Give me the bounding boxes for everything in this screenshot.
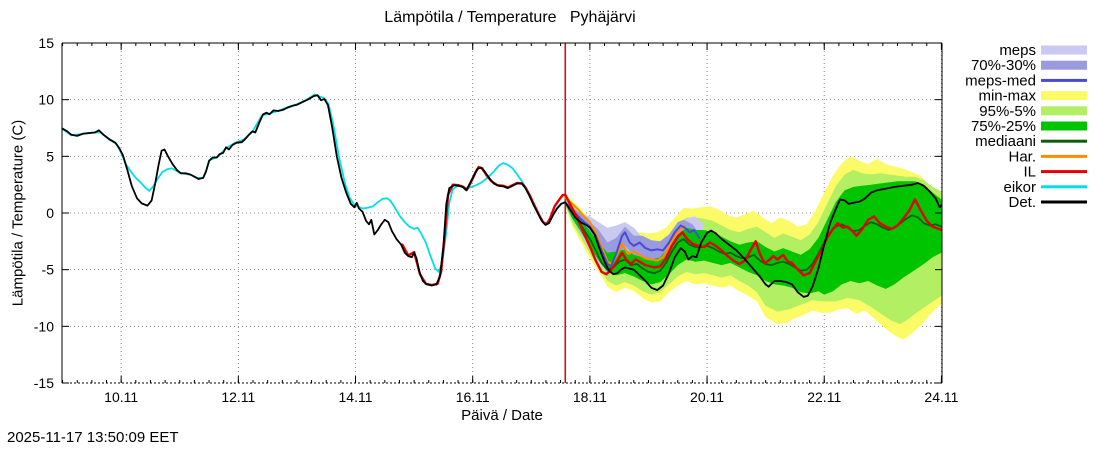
line-det- xyxy=(62,94,942,298)
y-tick-label: -5 xyxy=(42,262,55,278)
x-tick-label: 14.11 xyxy=(339,389,373,405)
legend-label-meps-med: meps-med xyxy=(965,72,1036,89)
legend-label-det: Det. xyxy=(1008,194,1036,211)
y-tick-label: 10 xyxy=(38,92,54,108)
x-tick-label: 24.11 xyxy=(924,389,958,405)
legend-label-meps: meps xyxy=(999,42,1036,59)
legend-swatch-det xyxy=(1041,200,1087,204)
legend-label-mediaani: mediaani xyxy=(975,133,1036,150)
x-axis-label: Päivä / Date xyxy=(461,407,543,424)
legend-swatch-75-25 xyxy=(1041,121,1087,131)
legend-label-min-max: min-max xyxy=(978,88,1036,105)
y-tick-label: 0 xyxy=(46,205,54,221)
y-tick-label: -10 xyxy=(34,318,54,334)
legend-swatch-eikor xyxy=(1041,185,1087,189)
legend-label-eikor: eikor xyxy=(1003,179,1036,196)
legend-label-70-30: 70%-30% xyxy=(971,57,1036,74)
y-tick-label: 5 xyxy=(46,148,54,164)
legend-swatch-70-30 xyxy=(1041,60,1087,70)
x-tick-label: 10.11 xyxy=(104,389,138,405)
legend-label-95-5: 95%-5% xyxy=(979,103,1036,120)
legend-label-har: Har. xyxy=(1008,148,1036,165)
chart-title: Lämpötila / Temperature Pyhäjärvi xyxy=(384,9,636,26)
legend-swatch-95-5 xyxy=(1041,106,1087,116)
y-tick-label: 15 xyxy=(38,35,54,51)
legend-label-75-25: 75%-25% xyxy=(971,118,1036,135)
x-tick-label: 20.11 xyxy=(690,389,724,405)
x-tick-label: 22.11 xyxy=(807,389,841,405)
y-tick-label: -15 xyxy=(34,375,54,391)
line-har- xyxy=(564,196,686,266)
line-eikor xyxy=(62,93,567,273)
legend-swatch-il xyxy=(1041,170,1087,174)
x-tick-label: 18.11 xyxy=(573,389,607,405)
legend-swatch-meps-med xyxy=(1041,78,1087,82)
legend-swatch-meps xyxy=(1041,45,1087,55)
x-tick-label: 12.11 xyxy=(221,389,255,405)
legend-swatch-mediaani xyxy=(1041,139,1087,143)
legend-label-il: IL xyxy=(1023,164,1036,181)
x-tick-label: 16.11 xyxy=(456,389,490,405)
legend-swatch-min-max xyxy=(1041,91,1087,101)
generated-timestamp: 2025-11-17 13:50:09 EET xyxy=(7,429,179,446)
legend-swatch-har xyxy=(1041,154,1087,158)
line-mediaani xyxy=(564,201,942,275)
